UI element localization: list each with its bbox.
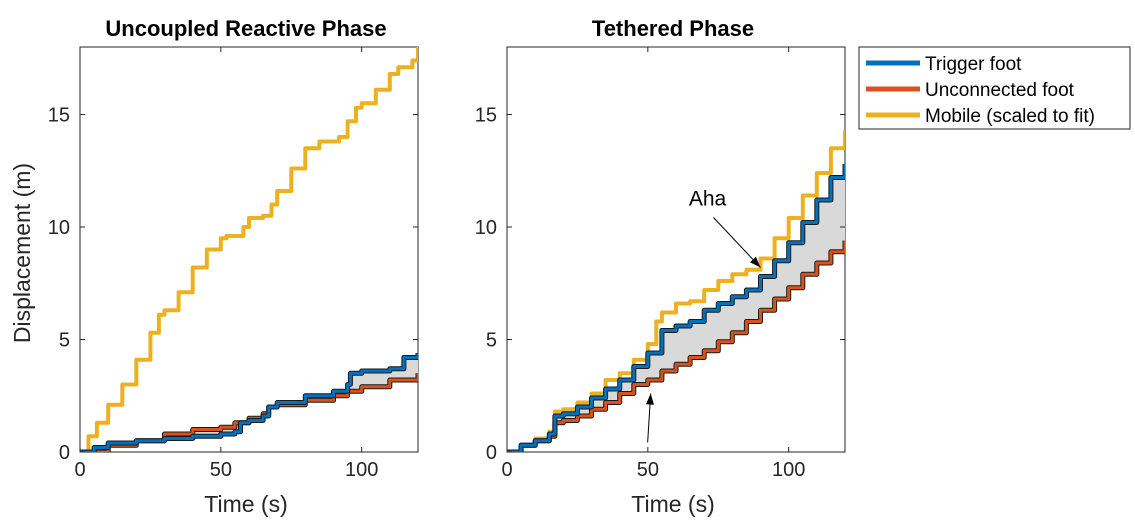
x-tick-label: 0 [501, 459, 512, 481]
x-axis-label: Time (s) [631, 491, 714, 517]
legend-item: Trigger foot [866, 54, 1022, 75]
panel-title: Tethered Phase [592, 16, 754, 41]
legend-item: Unconnected foot [866, 80, 1075, 101]
series-line-mobile-scaled-to-fit [80, 47, 418, 452]
annotation-arrow-head [750, 256, 761, 268]
y-tick-label: 10 [475, 217, 497, 239]
series-line-trigger-foot [80, 353, 418, 452]
y-axis-label: Displacement (m) [9, 163, 35, 343]
panel-title: Uncoupled Reactive Phase [105, 16, 386, 41]
legend-item: Mobile (scaled to fit) [866, 106, 1095, 127]
series-line-mobile-scaled-to-fit [507, 130, 845, 452]
legend: Trigger foot Unconnected foot Mobile (sc… [858, 46, 1131, 130]
shaded-region [80, 353, 418, 452]
panel-tethered-phase: Tethered Phase Time (s) 0 50 100 0 5 10 15 Aha [475, 16, 846, 517]
series-outline [80, 353, 418, 452]
legend-label: Trigger foot [925, 54, 1022, 75]
annotation-arrow-shaft [713, 217, 761, 268]
y-tick-label: 5 [486, 330, 497, 352]
y-tick-label: 5 [59, 330, 70, 352]
series-line-trigger-foot [507, 164, 845, 452]
x-tick-label: 100 [772, 459, 805, 481]
x-tick-label: 50 [637, 459, 659, 481]
x-tick-label: 0 [74, 459, 85, 481]
y-tick-label: 15 [48, 105, 70, 127]
x-tick-label: 100 [345, 459, 378, 481]
y-tick-label: 0 [486, 442, 497, 464]
y-tick-label: 10 [48, 217, 70, 239]
y-tick-label: 15 [475, 105, 497, 127]
y-tick-label: 0 [59, 442, 70, 464]
x-tick-label: 50 [210, 459, 232, 481]
plot-area [507, 130, 845, 452]
legend-label: Mobile (scaled to fit) [925, 106, 1095, 127]
series-line-unconnected-foot [507, 240, 845, 452]
annotation-arrow-head [646, 393, 654, 405]
legend-label: Unconnected foot [925, 80, 1075, 101]
annotation-label: Aha [689, 188, 727, 211]
panel-uncoupled-reactive-phase: Uncoupled Reactive Phase Time (s) Displa… [9, 16, 419, 517]
x-axis-label: Time (s) [204, 491, 287, 517]
plot-area [80, 47, 418, 452]
axes-box [79, 46, 419, 453]
